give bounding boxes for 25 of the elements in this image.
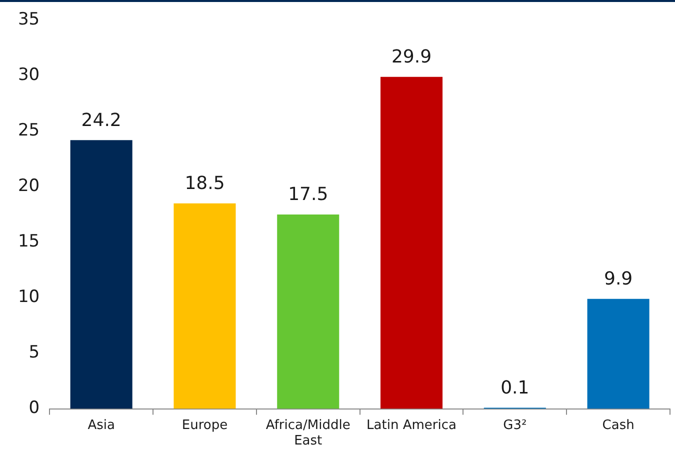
x-tick-label: Europe bbox=[182, 418, 228, 433]
data-label: 18.5 bbox=[184, 173, 225, 194]
bar bbox=[587, 298, 650, 409]
y-tick-label: 10 bbox=[18, 287, 40, 308]
data-label: 17.5 bbox=[288, 184, 328, 206]
bar bbox=[380, 76, 443, 409]
data-label: 9.9 bbox=[604, 268, 633, 290]
y-tick-label: 20 bbox=[18, 176, 40, 196]
x-tick-label: Latin America bbox=[366, 418, 456, 433]
x-tick-label: Asia bbox=[88, 418, 115, 433]
x-tick-label: G3² bbox=[503, 418, 527, 433]
x-tick-label: Cash bbox=[602, 418, 634, 433]
bar bbox=[70, 140, 132, 409]
x-tick-label: Africa/Middle East bbox=[266, 418, 350, 449]
data-label: 0.1 bbox=[500, 377, 530, 398]
bar bbox=[174, 203, 236, 409]
y-tick-label: 5 bbox=[28, 342, 40, 363]
data-label: 29.9 bbox=[391, 46, 432, 68]
y-tick-label: 30 bbox=[18, 65, 40, 86]
y-tick-label: 25 bbox=[18, 120, 40, 141]
y-tick-label: 35 bbox=[18, 10, 40, 30]
data-label: 24.2 bbox=[81, 110, 122, 131]
bar bbox=[277, 214, 340, 409]
y-tick-label: 0 bbox=[28, 398, 40, 418]
y-tick-label: 15 bbox=[18, 232, 40, 252]
